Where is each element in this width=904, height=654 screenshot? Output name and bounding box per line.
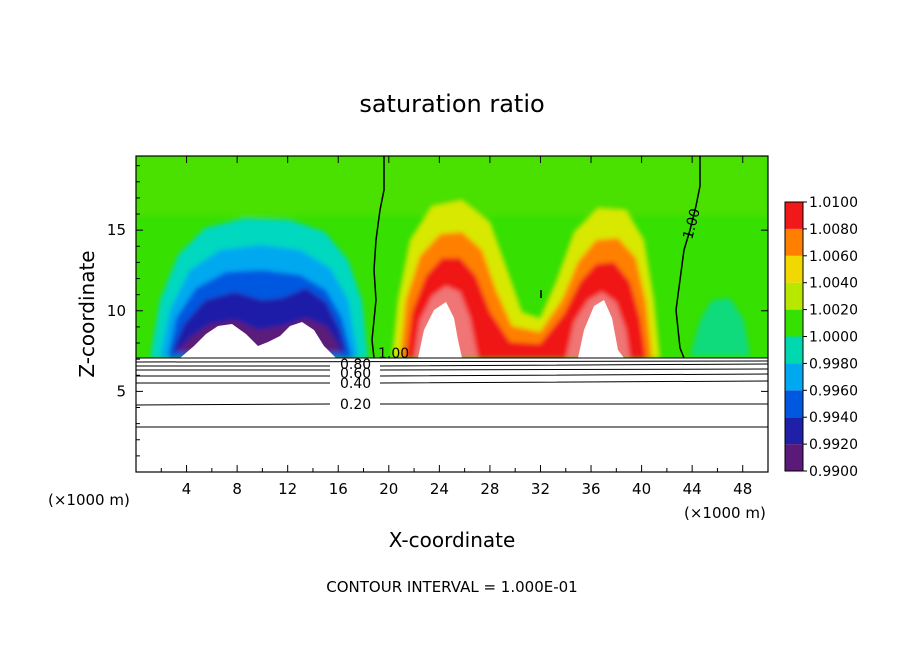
x-tick-label: 28	[480, 480, 499, 498]
colorbar-tick-label: 1.0020	[809, 303, 858, 319]
contour-0-40	[136, 380, 768, 384]
y-axis: 5 10 15	[107, 165, 768, 457]
white-core-right	[418, 300, 624, 358]
x-tick-label: 12	[278, 480, 297, 498]
colorbar-tick-label: 0.9940	[809, 410, 858, 426]
colorbar-tick-label: 1.0040	[809, 276, 858, 292]
x-tick-label: 32	[531, 480, 550, 498]
x-tick-label: 40	[632, 480, 651, 498]
white-core-left	[180, 322, 336, 358]
colorbar: 0.9900 0.9920 0.9940 0.9960 0.9980 1.0000 1.00…	[784, 195, 858, 480]
contour-0-80	[136, 368, 768, 371]
contour-label: 0.40	[340, 376, 371, 392]
x-axis-label: X-coordinate	[389, 528, 516, 552]
x-tick-label: 44	[683, 480, 702, 498]
colorbar-tick-label: 1.0080	[809, 222, 858, 238]
y-tick-label: 5	[116, 382, 126, 400]
contour-line	[136, 360, 768, 363]
x-tick-label: 36	[581, 480, 600, 498]
colorbar-segment	[785, 202, 803, 229]
x-tick-label: 24	[430, 480, 449, 498]
region-pink	[414, 286, 630, 358]
y-tick-label: 10	[107, 302, 126, 320]
x-unit-right: (×1000 m)	[684, 504, 766, 522]
colorbar-segment	[785, 363, 803, 391]
contour-label: 1.00	[680, 207, 704, 241]
colorbar-segment	[785, 255, 803, 283]
colorbar-segment	[785, 282, 803, 310]
colorbar-tick-label: 0.9900	[809, 464, 858, 480]
x-tick-label: 4	[182, 480, 192, 498]
contour-1-00-left	[371, 156, 385, 359]
contour-0-60	[136, 373, 768, 377]
below-cloud-base	[136, 358, 768, 472]
contour-interval-note: CONTOUR INTERVAL = 1.000E-01	[326, 578, 577, 596]
plot-frame	[135, 155, 769, 473]
x-tick-label: 20	[379, 480, 398, 498]
contour-1-00-right	[675, 156, 701, 359]
colorbar-tick-label: 0.9980	[809, 356, 858, 372]
colorbar-segment	[785, 336, 803, 364]
colorbar-segment	[785, 444, 803, 471]
x-tick-label: 8	[232, 480, 242, 498]
colorbar-tick-label: 0.9960	[809, 383, 858, 399]
colorbar-tick-label: 1.0000	[809, 330, 858, 346]
chart-title: saturation ratio	[359, 90, 544, 118]
colorbar-tick-label: 1.0100	[809, 195, 858, 211]
colorbar-tick-label: 1.0060	[809, 249, 858, 265]
x-tick-label: 16	[329, 480, 348, 498]
plot-area	[136, 156, 768, 472]
colorbar-tick-label: 0.9920	[809, 437, 858, 453]
contour-label: 0.60	[340, 366, 371, 382]
contour-label: 1.00	[378, 346, 409, 362]
contour-0-20	[136, 403, 768, 406]
contour-line	[136, 363, 768, 367]
x-tick-label: 48	[733, 480, 752, 498]
contour-label: 0.80	[340, 357, 371, 373]
x-axis: 4 8 12 16 20 24 28 32 36 40 44 48	[160, 156, 752, 498]
y-axis-label: Z-coordinate	[75, 250, 99, 377]
x-unit-left: (×1000 m)	[48, 491, 130, 509]
y-tick-label: 15	[107, 221, 126, 239]
colorbar-segment	[785, 390, 803, 418]
contour-label: 0.20	[340, 397, 371, 413]
region-cyan-right	[690, 298, 750, 356]
colorbar-segment	[785, 417, 803, 445]
colorbar-segment	[785, 309, 803, 337]
colorbar-segment	[785, 228, 803, 256]
